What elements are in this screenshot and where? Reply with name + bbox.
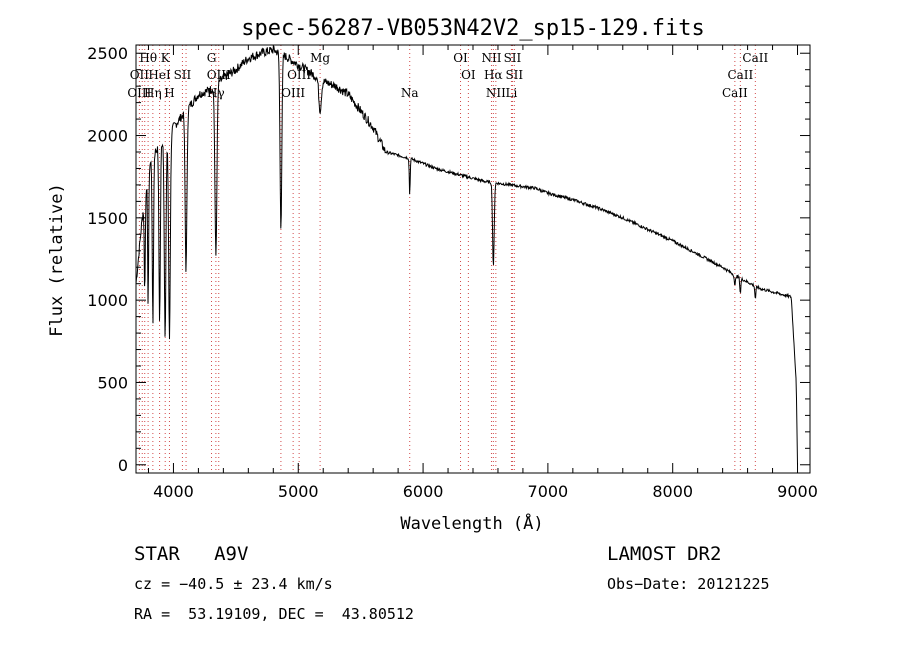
line-label-23: NII <box>486 86 506 100</box>
line-markers <box>138 45 756 473</box>
y-tick-label-2000: 2000 <box>87 127 128 146</box>
chart-title: spec-56287-VB053N42V2_sp15-129.fits <box>241 16 705 41</box>
survey-name: LAMOST DR2 <box>607 543 722 565</box>
y-tick-label-500: 500 <box>97 373 128 392</box>
y-tick-label-0: 0 <box>118 456 128 475</box>
line-label-10: SII <box>174 68 192 82</box>
x-tick-label-8000: 8000 <box>652 482 693 501</box>
line-label-0: Hθ <box>139 51 157 65</box>
line-label-1: K <box>161 51 171 65</box>
line-label-20: Hγ <box>207 86 225 100</box>
line-label-11: OIII <box>207 68 231 82</box>
coordinates: RA = 53.19109, DEC = 43.80512 <box>134 605 414 623</box>
line-label-24: Li <box>506 86 518 100</box>
y-tick-label-1500: 1500 <box>87 209 128 228</box>
line-label-21: OIII <box>281 86 305 100</box>
x-tick-label-6000: 6000 <box>403 482 444 501</box>
line-label-3: Mg <box>310 51 330 65</box>
x-tick-label-9000: 9000 <box>777 482 818 501</box>
y-tick-label-2500: 2500 <box>87 44 128 63</box>
x-tick-label-7000: 7000 <box>528 482 569 501</box>
x-axis-label: Wavelength (Å) <box>400 512 543 534</box>
object-subclass: A9V <box>214 543 249 565</box>
line-label-14: Hα <box>484 68 503 82</box>
line-label-12: OIII <box>287 68 311 82</box>
object-class-value: STAR <box>134 543 180 565</box>
line-label-13: OI <box>461 68 476 82</box>
obs-date: Obs−Date: 20121225 <box>607 575 770 593</box>
redshift-cz: cz = −40.5 ± 23.4 km/s <box>134 575 333 593</box>
x-tick-label-4000: 4000 <box>153 482 194 501</box>
line-label-9: HeI <box>148 68 171 82</box>
line-label-18: Hη <box>144 86 162 100</box>
object-class: STAR A9V <box>134 543 248 565</box>
line-label-2: G <box>207 51 217 65</box>
line-label-17: OIII <box>127 86 151 100</box>
line-label-25: CaII <box>722 86 748 100</box>
line-label-4: OI <box>453 51 468 65</box>
plot-frame <box>135 44 811 474</box>
axis-ticks: 4000 5000 6000 7000 8000 9000 0 500 1000 1500 2000… <box>87 44 818 501</box>
line-label-7: CaII <box>742 51 768 65</box>
spectrum-series-line <box>135 45 798 465</box>
line-label-22: Na <box>401 86 419 100</box>
line-label-8: OII <box>130 68 150 82</box>
line-label-6: SII <box>504 51 522 65</box>
line-label-16: CaII <box>727 68 753 82</box>
line-label-5: NII <box>481 51 501 65</box>
line-label-19: H <box>164 86 174 100</box>
x-tick-label-5000: 5000 <box>278 482 319 501</box>
line-label-15: SII <box>505 68 523 82</box>
y-tick-label-1000: 1000 <box>87 291 128 310</box>
y-axis-label: Flux (relative) <box>47 183 67 337</box>
